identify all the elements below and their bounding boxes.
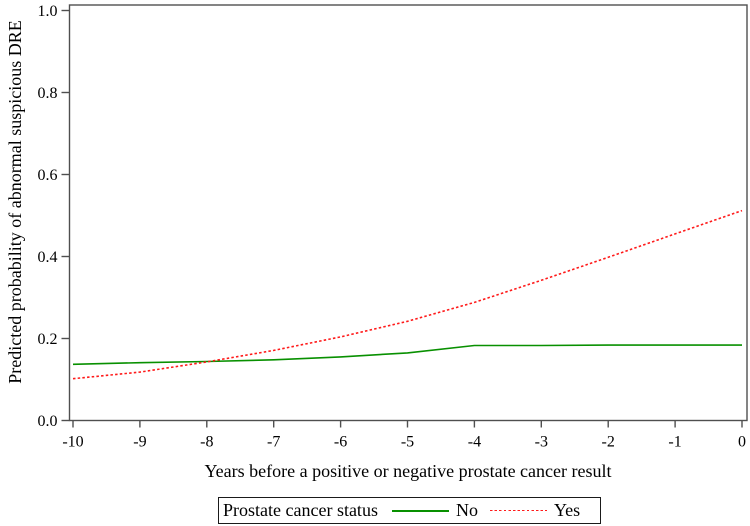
x-tick-label: -7 [267,434,280,451]
x-axis-title: Years before a positive or negative pros… [204,461,612,481]
x-tick-label: -6 [334,434,347,451]
series-line-no [72,344,742,366]
x-tick-label: -3 [535,434,548,451]
legend-item-no: No [378,498,478,523]
y-tick-label: 0.6 [38,167,58,184]
series-line-yes [72,209,743,380]
legend-line-sample-no [391,509,449,512]
legend-label-yes: Yes [553,500,581,520]
y-tick-label: 0.0 [38,413,58,430]
y-tick-label: 0.8 [38,85,58,102]
x-tick-label: 0 [738,434,746,451]
y-tick-label: 0.4 [38,249,58,266]
legend-box: Prostate cancer status No Yes [218,497,601,524]
y-axis-title: Predicted probability of abnormal suspic… [5,20,25,384]
legend-line-sample-yes [489,509,547,512]
x-tick-label: -4 [468,434,481,451]
x-tick-label: -10 [62,434,83,451]
y-tick-label: 0.2 [38,331,58,348]
legend-label-no: No [455,500,478,520]
x-tick-label: -9 [133,434,146,451]
legend-title: Prostate cancer status [223,500,378,520]
x-tick-label: -1 [668,434,681,451]
x-tick-label: -8 [200,434,213,451]
legend-item-yes: Yes [478,498,580,523]
y-tick-label: 1.0 [38,3,58,20]
plot-box [68,4,748,422]
x-tick-label: -5 [401,434,414,451]
x-tick-label: -2 [602,434,615,451]
